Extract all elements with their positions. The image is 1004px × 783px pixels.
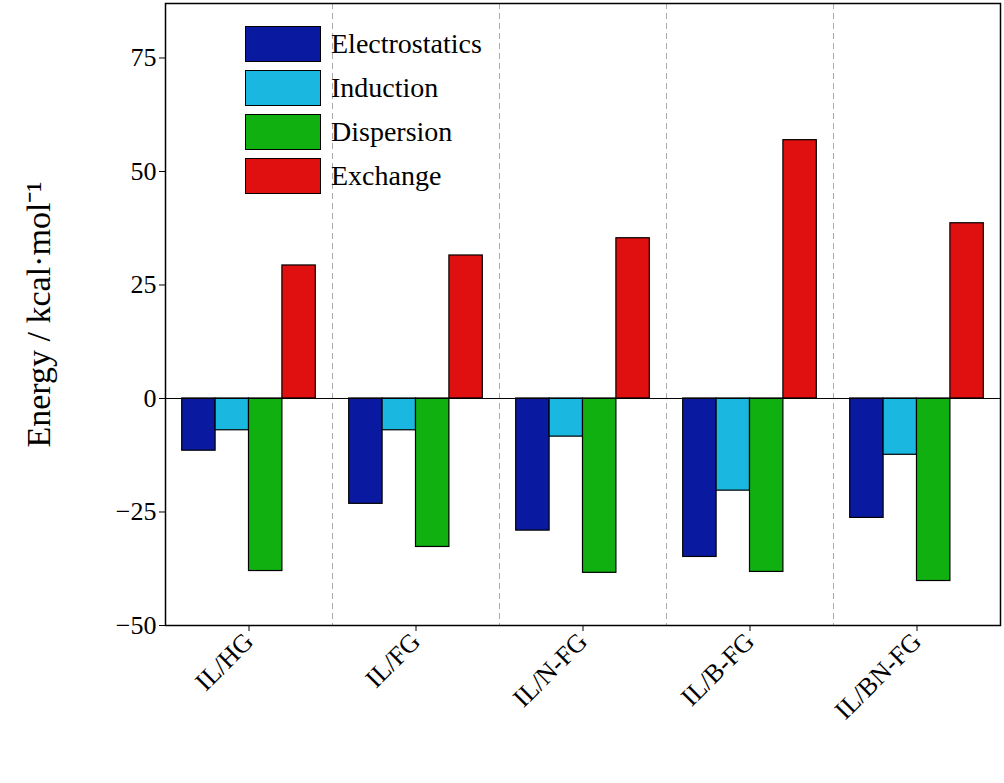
svg-text:IL/FG: IL/FG (360, 627, 426, 693)
svg-text:75: 75 (131, 43, 157, 72)
html-text:Electrostatics: Electrostatics (331, 28, 482, 59)
svg-text:50: 50 (131, 157, 157, 186)
svg-text:IL/BN-FG: IL/BN-FG (829, 627, 927, 725)
svg-text:Energy / kcal·mol⁻¹: Energy / kcal·mol⁻¹ (20, 181, 57, 447)
svg-text:IL/HG: IL/HG (190, 627, 260, 697)
html-text:Exchange: Exchange (331, 160, 442, 191)
svg-text:25: 25 (131, 270, 157, 299)
svg-text:−50: −50 (116, 611, 157, 640)
svg-text:IL/B-FG: IL/B-FG (675, 627, 760, 712)
html-text:Induction: Induction (331, 72, 439, 103)
svg-text:0: 0 (144, 384, 157, 413)
html-text:Dispersion: Dispersion (331, 116, 453, 147)
svg-text:−25: −25 (116, 497, 157, 526)
svg-text:IL/N-FG: IL/N-FG (507, 627, 593, 713)
